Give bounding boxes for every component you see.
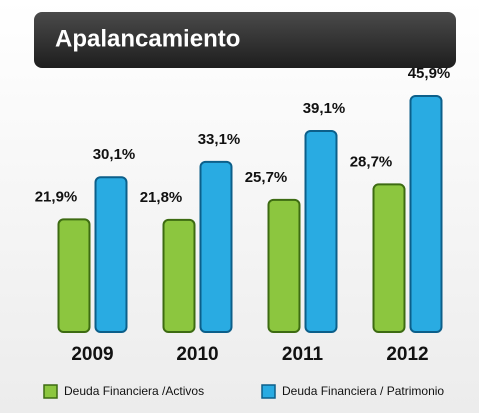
value-label: 30,1% [93,146,136,163]
value-label: 45,9% [408,65,451,82]
bar [267,198,301,333]
x-tick-label: 2010 [176,344,218,365]
bar [304,129,338,333]
value-label: 21,9% [35,188,78,205]
bar [162,218,196,333]
bar [94,176,128,333]
bar [199,160,233,333]
title-banner [34,12,456,68]
value-label: 25,7% [245,169,288,186]
bar [372,183,406,333]
x-tick-label: 2009 [71,344,113,365]
legend-swatch [261,384,276,399]
value-label: 28,7% [350,153,393,170]
chart-title: Apalancamiento [55,25,240,52]
legend-swatch [43,384,58,399]
bar [409,95,443,333]
value-label: 39,1% [303,100,346,117]
legend-label: Deuda Financiera /Activos [64,384,204,398]
x-tick-label: 2011 [282,344,324,365]
bar [57,218,91,334]
x-tick-label: 2012 [386,344,428,365]
value-label: 33,1% [198,131,241,148]
value-label: 21,8% [140,189,183,206]
legend-label: Deuda Financiera / Patrimonio [282,384,444,398]
